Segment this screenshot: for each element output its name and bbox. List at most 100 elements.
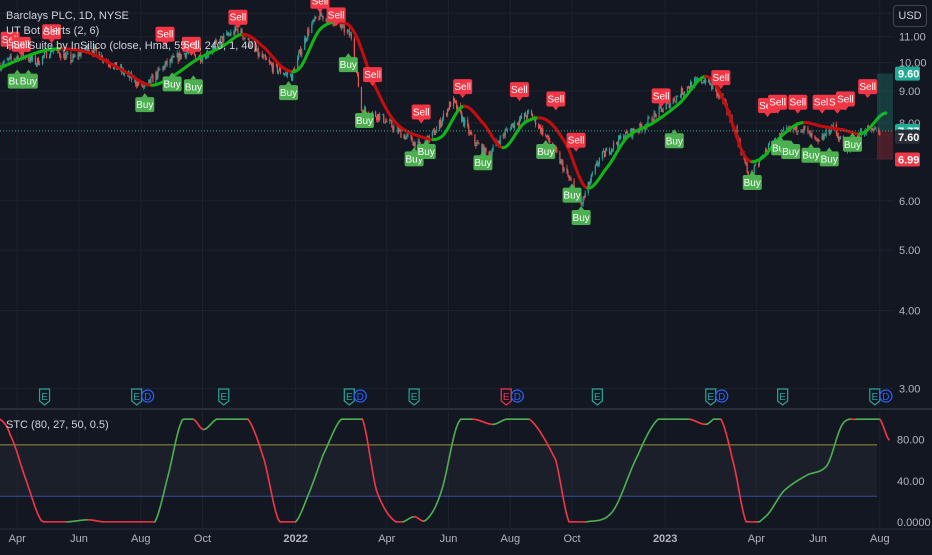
sell-label: Sell (769, 98, 786, 109)
candle-body-459 (648, 117, 649, 118)
candle-body-200 (283, 73, 284, 74)
price-label-text: 7.60 (898, 132, 919, 144)
candle-body-425 (602, 152, 603, 158)
time-tick-0: Apr (9, 533, 26, 545)
legend-symbol[interactable]: Barclays PLC, 1D, NYSE (6, 10, 129, 23)
price-tick-2: 5.00 (899, 245, 920, 257)
candle-body-397 (561, 161, 562, 163)
candle-body-202 (285, 74, 286, 75)
buy-label: Buy (136, 100, 153, 111)
candle-body-433 (612, 149, 613, 150)
candle-body-330 (467, 119, 468, 125)
candle-body-453 (640, 123, 641, 126)
candle-body-217 (306, 39, 307, 41)
candle-body-365 (517, 123, 518, 124)
candle-body-188 (265, 56, 266, 59)
buy-label: Buy (340, 60, 357, 71)
candle-body-189 (266, 59, 267, 60)
candle-body-432 (611, 149, 612, 153)
candle-body-469 (663, 110, 664, 112)
legend-ut-bot[interactable]: UT Bot Alerts (2, 6) (6, 25, 99, 38)
candle-body-265 (375, 112, 376, 117)
candle-body-384 (542, 128, 543, 135)
candle-body-533 (754, 166, 755, 173)
candle-body-364 (514, 123, 515, 128)
sell-label: Sell (454, 82, 471, 93)
candle-body-24 (32, 56, 33, 59)
candle-body-184 (259, 53, 260, 56)
candle-body-423 (598, 164, 599, 166)
candle-body-420 (595, 165, 596, 173)
candle-body-9 (11, 56, 12, 59)
time-tick-10: Apr (748, 533, 765, 545)
price-tick-6: 9.00 (899, 86, 920, 98)
candle-body-283 (399, 129, 400, 130)
price-label-0: 9.60 (895, 67, 920, 81)
earnings-letter: E (779, 392, 786, 403)
candle-body-388 (548, 136, 549, 141)
currency-button[interactable]: USD (893, 5, 927, 27)
candle-body-329 (464, 119, 465, 125)
candle-body-194 (273, 64, 274, 72)
stc-tick-2: 80.00 (897, 435, 925, 447)
candle-body-474 (670, 103, 671, 107)
buy-label: Buy (573, 213, 590, 224)
buy-label: Buy (666, 136, 683, 147)
candle-body-7 (9, 58, 10, 60)
candle-body-393 (555, 147, 556, 150)
candle-body-122 (172, 57, 173, 61)
candle-body-404 (570, 179, 571, 180)
candle-body-245 (347, 31, 348, 33)
buy-label: Buy (20, 77, 37, 88)
candle-body-428 (605, 151, 606, 156)
candle-body-113 (158, 69, 159, 70)
candle-body-484 (684, 92, 685, 93)
candle-body-197 (278, 71, 279, 73)
candle-body-586 (830, 132, 831, 133)
candle-body-486 (688, 86, 689, 88)
candle-body-411 (582, 204, 583, 205)
legend-stc[interactable]: STC (80, 27, 50, 0.5) (6, 419, 109, 431)
candle-body-28 (38, 58, 39, 65)
sell-label: Sell (413, 108, 430, 119)
candle-body-371 (525, 113, 526, 116)
candle-body-109 (152, 76, 153, 83)
sell-label: Sell (511, 85, 528, 96)
candle-body-169 (237, 29, 238, 33)
candle-body-199 (280, 68, 281, 73)
time-tick-7: Aug (500, 533, 520, 545)
earnings-letter: E (871, 392, 878, 403)
candle-body-577 (816, 139, 817, 140)
candle-body-50 (70, 53, 71, 61)
range-box-upper (877, 74, 893, 131)
candle-body-219 (308, 30, 309, 33)
candle-body-424 (599, 158, 600, 163)
candle-body-319 (450, 102, 451, 107)
dividend-letter: D (882, 392, 889, 403)
candle-body-429 (606, 149, 607, 152)
dividend-letter: D (357, 392, 364, 403)
candle-body-49 (67, 53, 68, 54)
candle-body-54 (74, 55, 75, 57)
candle-body-460 (651, 117, 652, 122)
price-tick-1: 4.00 (899, 305, 920, 317)
candle-body-102 (143, 86, 144, 87)
buy-label: Buy (563, 191, 580, 202)
candle-body-338 (477, 142, 478, 143)
legend-hull[interactable]: Hull Suite by InSilico (close, Hma, 55, … (6, 40, 257, 53)
candle-body-314 (443, 113, 444, 118)
candle-body-544 (769, 144, 770, 145)
candle-body-312 (441, 123, 442, 127)
candle-body-575 (814, 136, 815, 138)
candle-body-344 (485, 148, 486, 152)
candle-body-269 (379, 115, 380, 120)
candle-body-305 (432, 131, 433, 136)
candle-body-255 (361, 87, 362, 111)
candle-body-574 (811, 133, 812, 136)
candle-body-465 (659, 107, 660, 117)
candle-body-399 (563, 168, 564, 171)
candle-body-190 (269, 60, 270, 63)
candle-body-403 (569, 178, 570, 179)
